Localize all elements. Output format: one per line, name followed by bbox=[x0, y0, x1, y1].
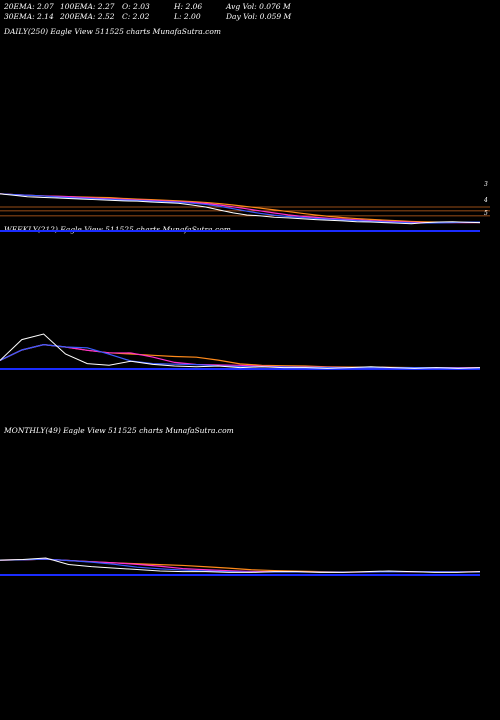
avg-vol-value: Avg Vol: 0.076 M bbox=[226, 2, 291, 11]
daily-price-line bbox=[0, 193, 481, 225]
daily-level-label-2: 4 bbox=[483, 197, 488, 204]
ema20-value: 20EMA: 2.07 bbox=[4, 2, 54, 11]
monthly-ema-line-3 bbox=[0, 558, 481, 573]
monthly-chart bbox=[0, 557, 481, 576]
ema100-value: 100EMA: 2.27 bbox=[60, 2, 115, 11]
daily-level-label-1: 3 bbox=[484, 181, 488, 188]
low-value: L: 2.00 bbox=[174, 12, 201, 21]
weekly-chart bbox=[0, 333, 481, 370]
monthly-price-line bbox=[0, 557, 481, 573]
daily-panel-label: DAILY(250) Eagle View 511525 charts Muna… bbox=[4, 27, 221, 36]
close-value: C: 2.02 bbox=[122, 12, 150, 21]
daily-level-label-3: 5 bbox=[484, 210, 488, 217]
ema30-value: 30EMA: 2.14 bbox=[4, 12, 54, 21]
ema200-value: 200EMA: 2.52 bbox=[60, 12, 115, 21]
stats-row-1: 20EMA: 2.07 100EMA: 2.27 O: 2.03 H: 2.06 Avg… bbox=[4, 2, 291, 12]
daily-ema-line-3 bbox=[0, 193, 480, 224]
high-value: H: 2.06 bbox=[174, 2, 203, 11]
weekly-price-line bbox=[0, 333, 481, 369]
daily-chart bbox=[0, 193, 490, 232]
monthly-panel-label: MONTHLY(49) Eagle View 511525 charts Mun… bbox=[4, 426, 234, 435]
weekly-panel-label: WEEKLY(212) Eagle View 511525 charts Mun… bbox=[4, 225, 231, 234]
open-value: O: 2.03 bbox=[122, 2, 150, 11]
stats-header: 20EMA: 2.07 100EMA: 2.27 O: 2.03 H: 2.06 Avg… bbox=[4, 2, 291, 22]
day-vol-value: Day Vol: 0.059 M bbox=[226, 12, 292, 21]
stats-row-2: 30EMA: 2.14 200EMA: 2.52 C: 2.02 L: 2.00 Day… bbox=[4, 12, 291, 22]
